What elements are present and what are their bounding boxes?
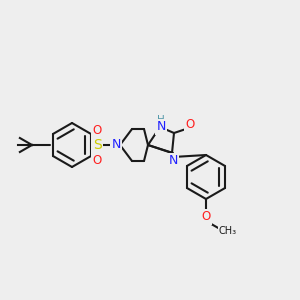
Text: H: H [157, 115, 165, 125]
Text: N: N [168, 154, 178, 167]
Text: O: O [201, 211, 211, 224]
Text: CH₃: CH₃ [219, 226, 237, 236]
Text: S: S [93, 138, 101, 152]
Text: O: O [92, 124, 102, 136]
Text: N: N [156, 121, 166, 134]
Text: N: N [111, 139, 121, 152]
Text: O: O [92, 154, 102, 166]
Text: O: O [185, 118, 195, 131]
